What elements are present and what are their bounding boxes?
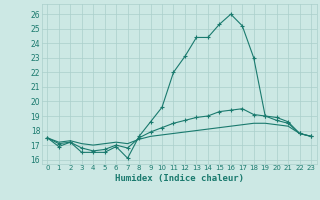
- X-axis label: Humidex (Indice chaleur): Humidex (Indice chaleur): [115, 174, 244, 183]
